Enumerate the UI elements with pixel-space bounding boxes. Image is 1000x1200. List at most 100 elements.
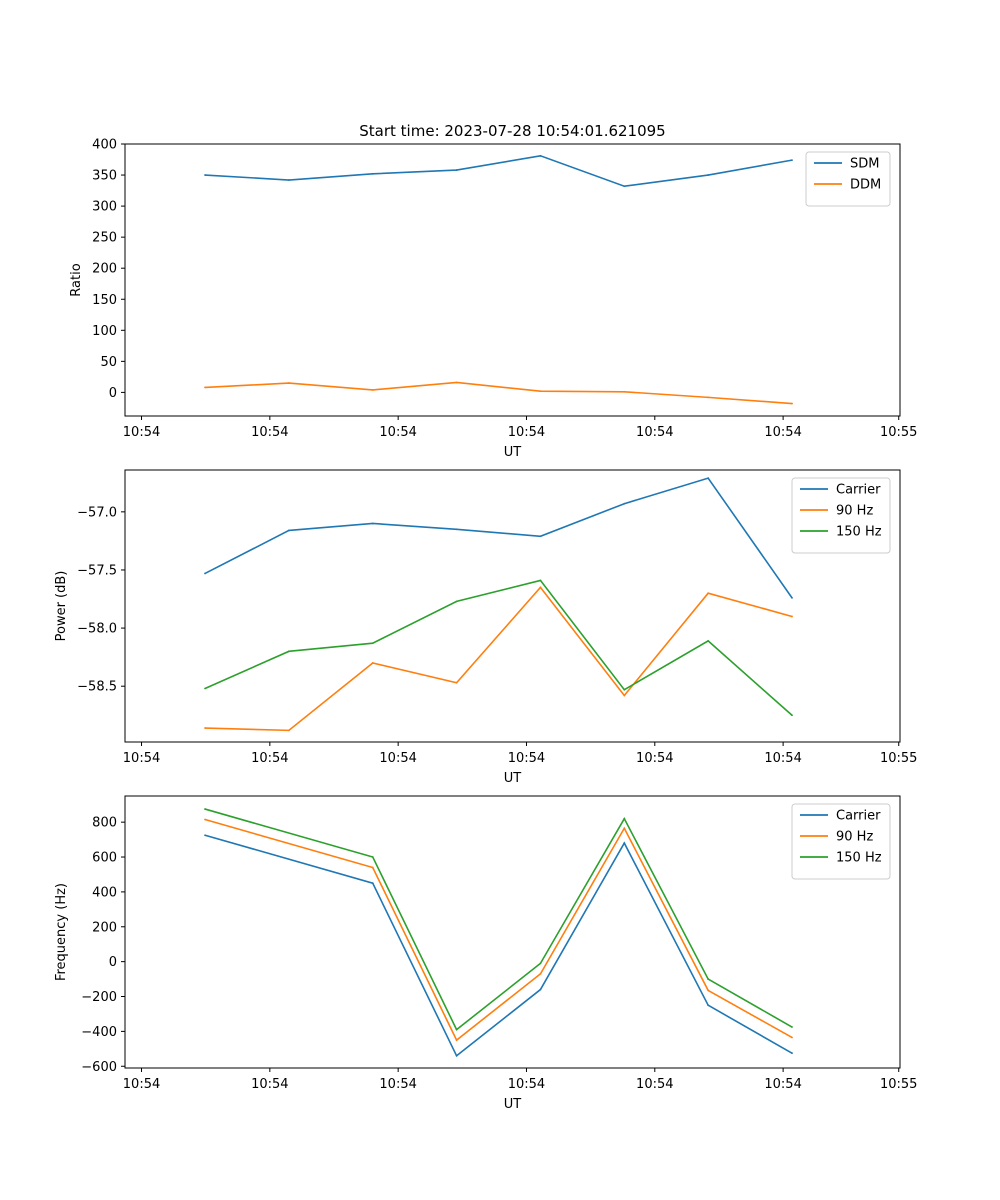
data-point-150-hz (287, 650, 290, 653)
series-line-150-hz (204, 579, 793, 716)
x-tick-label: 10:54 (379, 1077, 416, 1092)
legend-label: 90 Hz (836, 504, 873, 519)
y-tick-label: 0 (109, 955, 117, 970)
data-point-150-hz (707, 978, 710, 980)
axes-frame (124, 143, 901, 417)
chart-frequency: 10:54 10:54 10:54 10:54 10:54 10:54 10:55 −600 −… (54, 795, 917, 1112)
legend-label: 150 Hz (836, 525, 882, 540)
x-tick-label: 10:54 (123, 425, 160, 440)
data-point-sdm (204, 174, 206, 176)
y-tick-label: 800 (92, 816, 117, 831)
figure-title: Start time: 2023-07-28 10:54:01.621095 (359, 122, 665, 140)
y-tick-label: 100 (92, 324, 117, 339)
y-tick-label: −58.0 (77, 622, 117, 637)
data-point-90-hz (623, 694, 626, 697)
legend: Carrier 90 Hz 150 Hz (791, 477, 891, 554)
x-tick-label: 10:55 (880, 425, 917, 440)
data-point-sdm (791, 159, 793, 162)
legend-label: 150 Hz (836, 851, 882, 866)
chart-power: 10:54 10:54 10:54 10:54 10:54 10:54 10:55 −58.5… (54, 469, 917, 786)
data-point-ddm (539, 390, 542, 393)
x-tick-label: 10:54 (764, 751, 801, 766)
data-point-90-hz (623, 827, 626, 830)
series-line-90-hz (205, 586, 793, 732)
data-point-carrier (204, 572, 206, 575)
y-tick-label: −400 (81, 1025, 117, 1040)
data-point-150-hz (371, 856, 374, 858)
series-line-carrier (204, 477, 793, 599)
data-point-150-hz (204, 687, 206, 690)
x-tick-label: 10:54 (123, 1077, 160, 1092)
data-point-150-hz (455, 600, 458, 603)
x-tick-label: 10:54 (379, 751, 416, 766)
data-point-sdm (539, 154, 542, 157)
axes-frame (124, 795, 901, 1069)
data-point-150-hz (791, 1026, 793, 1028)
data-point-ddm (707, 396, 710, 399)
data-point-carrier (791, 596, 793, 599)
data-point-sdm (287, 179, 290, 181)
y-tick-label: 200 (92, 262, 117, 277)
x-axis-label: UT (504, 445, 522, 460)
data-point-carrier (539, 535, 542, 538)
data-point-ddm (371, 389, 374, 391)
data-point-sdm (707, 174, 710, 176)
y-axis-label: Ratio (69, 263, 84, 296)
x-tick-label: 10:54 (636, 751, 673, 766)
data-point-carrier (623, 842, 626, 844)
data-point-150-hz (539, 579, 542, 582)
x-tick-label: 10:54 (251, 425, 288, 440)
legend-label: SDM (850, 157, 879, 172)
data-point-90-hz (371, 662, 374, 664)
legend-box (791, 803, 891, 880)
data-point-carrier (623, 502, 626, 505)
legend-box (791, 477, 891, 554)
data-point-90-hz (539, 586, 542, 589)
data-point-carrier (371, 882, 374, 885)
x-tick-label: 10:54 (508, 1077, 545, 1092)
y-tick-label: −200 (81, 990, 117, 1005)
data-point-90-hz (455, 681, 458, 684)
y-tick-label: −57.5 (77, 563, 117, 578)
data-point-ddm (455, 381, 458, 384)
x-tick-label: 10:54 (508, 751, 545, 766)
y-tick-label: 300 (92, 200, 117, 215)
data-point-ddm (204, 386, 206, 389)
y-tick-label: 50 (100, 355, 117, 370)
data-point-carrier (455, 528, 458, 531)
data-point-90-hz (791, 1036, 793, 1039)
x-tick-label: 10:54 (251, 1077, 288, 1092)
data-point-carrier (455, 1054, 458, 1057)
data-point-90-hz (204, 818, 206, 821)
data-point-carrier (707, 1004, 710, 1007)
series-line-sdm (204, 154, 793, 188)
legend-label: Carrier (836, 809, 881, 824)
legend-label: Carrier (836, 483, 881, 498)
data-point-90-hz (371, 866, 374, 869)
x-tick-label: 10:54 (508, 425, 545, 440)
legend-label: 90 Hz (836, 830, 873, 845)
x-tick-label: 10:54 (123, 751, 160, 766)
x-tick-label: 10:54 (636, 425, 673, 440)
data-point-150-hz (707, 639, 710, 642)
data-point-sdm (455, 169, 458, 171)
y-tick-label: 250 (92, 231, 117, 246)
data-point-150-hz (791, 714, 793, 717)
data-point-150-hz (371, 642, 374, 645)
data-point-ddm (623, 390, 626, 393)
data-point-carrier (707, 477, 710, 480)
y-tick-label: 400 (92, 138, 117, 153)
data-point-90-hz (455, 1039, 458, 1042)
x-axis-label: UT (504, 771, 522, 786)
data-point-150-hz (539, 962, 542, 965)
y-tick-label: 400 (92, 885, 117, 900)
x-tick-label: 10:55 (880, 751, 917, 766)
x-axis-label: UT (504, 1097, 522, 1112)
y-tick-label: 600 (92, 851, 117, 866)
data-point-sdm (371, 172, 374, 175)
y-tick-label: −58.5 (77, 680, 117, 695)
data-point-90-hz (204, 727, 206, 729)
data-point-150-hz (204, 808, 206, 810)
data-point-90-hz (707, 592, 710, 595)
y-tick-label: −600 (81, 1060, 117, 1075)
